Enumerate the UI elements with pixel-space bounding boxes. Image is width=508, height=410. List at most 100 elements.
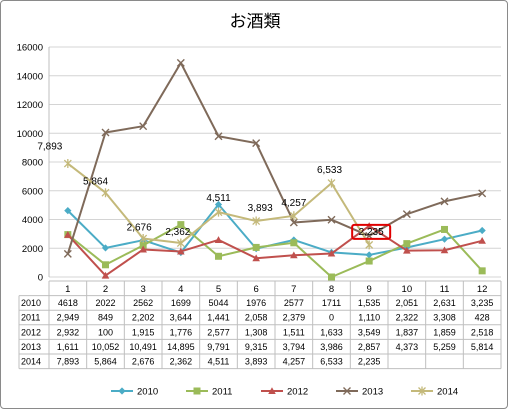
data-point-2014 bbox=[63, 159, 72, 169]
data-point-2012 bbox=[290, 251, 298, 259]
data-point-2014 bbox=[289, 211, 298, 221]
data-point-2010 bbox=[101, 244, 110, 252]
series-line-2012 bbox=[67, 224, 483, 277]
data-point-2010 bbox=[440, 235, 449, 243]
data-label: 2,235 bbox=[359, 227, 384, 238]
table-cell: 2,949 bbox=[57, 313, 80, 323]
data-point-2010 bbox=[478, 226, 486, 235]
x-tick-label: 5 bbox=[216, 284, 221, 295]
table-cell: 2,577 bbox=[207, 327, 230, 337]
y-tick-label: 14000 bbox=[17, 71, 43, 82]
x-tick-label: 3 bbox=[141, 284, 146, 295]
table-cell: 1,441 bbox=[207, 313, 230, 323]
table-cell: 7,893 bbox=[57, 357, 80, 367]
chart-title: お酒類 bbox=[230, 12, 281, 32]
data-point-2011 bbox=[403, 240, 411, 248]
data-point-2012 bbox=[440, 246, 449, 254]
data-point-2010 bbox=[365, 251, 373, 259]
legend-marker-2010 bbox=[118, 387, 126, 395]
x-tick-label: 6 bbox=[254, 284, 259, 295]
table-cell: 3,644 bbox=[170, 313, 193, 323]
data-point-2011 bbox=[215, 252, 222, 260]
table-cell: 0 bbox=[329, 313, 334, 323]
x-tick-label: 1 bbox=[65, 284, 70, 295]
data-label: 7,893 bbox=[37, 142, 62, 153]
data-label: 3,893 bbox=[248, 203, 273, 214]
x-tick-label: 10 bbox=[402, 284, 413, 295]
data-point-2011 bbox=[328, 273, 335, 281]
table-cell: 2,631 bbox=[433, 298, 456, 308]
legend-label: 2012 bbox=[287, 387, 308, 398]
legend-marker-2014 bbox=[418, 386, 426, 396]
table-cell: 4,373 bbox=[396, 342, 419, 352]
data-label: 4,511 bbox=[206, 193, 231, 204]
y-tick-label: 8000 bbox=[22, 158, 43, 169]
y-tick-label: 4000 bbox=[22, 215, 43, 226]
table-cell: 10,491 bbox=[129, 342, 157, 352]
table-cell: 2,051 bbox=[396, 298, 419, 308]
table-cell: 1976 bbox=[246, 298, 266, 308]
table-cell: 3,308 bbox=[433, 313, 456, 323]
table-row-label: 2011 bbox=[21, 313, 40, 323]
table-row-label: 2010 bbox=[21, 298, 41, 308]
data-point-2014 bbox=[214, 207, 223, 217]
table-cell: 4,511 bbox=[208, 357, 230, 367]
table-cell: 3,549 bbox=[358, 327, 381, 337]
table-cell: 1,110 bbox=[358, 313, 380, 323]
table-cell: 2577 bbox=[284, 298, 304, 308]
table-cell: 5044 bbox=[208, 298, 228, 308]
data-point-2013 bbox=[440, 197, 449, 206]
table-row-label: 2014 bbox=[21, 357, 41, 367]
data-point-2014 bbox=[365, 240, 374, 250]
legend: 2010 2011 2012 2013 2014 bbox=[111, 386, 458, 398]
table-cell: 5,259 bbox=[433, 342, 456, 352]
data-point-2013 bbox=[327, 215, 336, 224]
data-point-2013 bbox=[101, 128, 110, 137]
series-line-2013 bbox=[66, 61, 483, 255]
y-axis-ticks: 0 2000 4000 6000 8000 10000 12000 14000 16000 bbox=[17, 43, 43, 284]
y-tick-label: 0 bbox=[38, 273, 43, 284]
data-point-2012 bbox=[252, 254, 260, 262]
data-point-2012 bbox=[214, 236, 223, 243]
data-point-2011 bbox=[290, 239, 298, 247]
table-row-label: 2013 bbox=[21, 342, 41, 352]
table-cell: 2,932 bbox=[57, 327, 80, 337]
table-cell: 1,511 bbox=[283, 327, 305, 337]
table-cell: 2,857 bbox=[358, 342, 381, 352]
table-cell: 9,791 bbox=[207, 342, 230, 352]
x-tick-label: 8 bbox=[329, 284, 334, 295]
table-cell: 428 bbox=[475, 313, 490, 323]
table-cell: 1,535 bbox=[358, 298, 381, 308]
data-point-2012 bbox=[478, 237, 486, 244]
x-tick-label: 12 bbox=[477, 284, 488, 295]
data-point-2013 bbox=[176, 58, 185, 67]
data-label: 5,864 bbox=[83, 177, 108, 188]
y-tick-label: 10000 bbox=[17, 129, 43, 140]
data-point-2011 bbox=[139, 241, 147, 249]
table-cell: 2,058 bbox=[245, 313, 268, 323]
data-label: 2,362 bbox=[165, 227, 190, 238]
legend-label: 2013 bbox=[362, 387, 383, 398]
table-cell: 1,859 bbox=[433, 327, 456, 337]
data-point-2012 bbox=[64, 231, 72, 238]
table-cell: 2562 bbox=[133, 298, 153, 308]
table-cell: 1,915 bbox=[132, 327, 155, 337]
data-label: 4,257 bbox=[281, 198, 306, 209]
data-point-2011 bbox=[252, 243, 260, 251]
y-tick-label: 2000 bbox=[22, 244, 43, 255]
data-point-2014 bbox=[101, 188, 110, 198]
table-cell: 100 bbox=[98, 327, 113, 337]
data-table: 2010 4618 2022 2562 1699 5044 1976 2577 1711 1,53… bbox=[18, 280, 502, 370]
table-cell: 14,895 bbox=[167, 342, 195, 352]
data-point-2013 bbox=[63, 249, 72, 258]
data-point-2011 bbox=[441, 225, 448, 233]
legend-marker-2012 bbox=[268, 387, 276, 394]
data-point-2010 bbox=[214, 200, 223, 209]
data-label: 2,676 bbox=[127, 223, 152, 234]
x-tick-label: 4 bbox=[178, 284, 183, 295]
table-cell: 2,362 bbox=[170, 357, 193, 367]
data-point-2012 bbox=[177, 247, 185, 255]
table-cell: 3,794 bbox=[283, 342, 306, 352]
